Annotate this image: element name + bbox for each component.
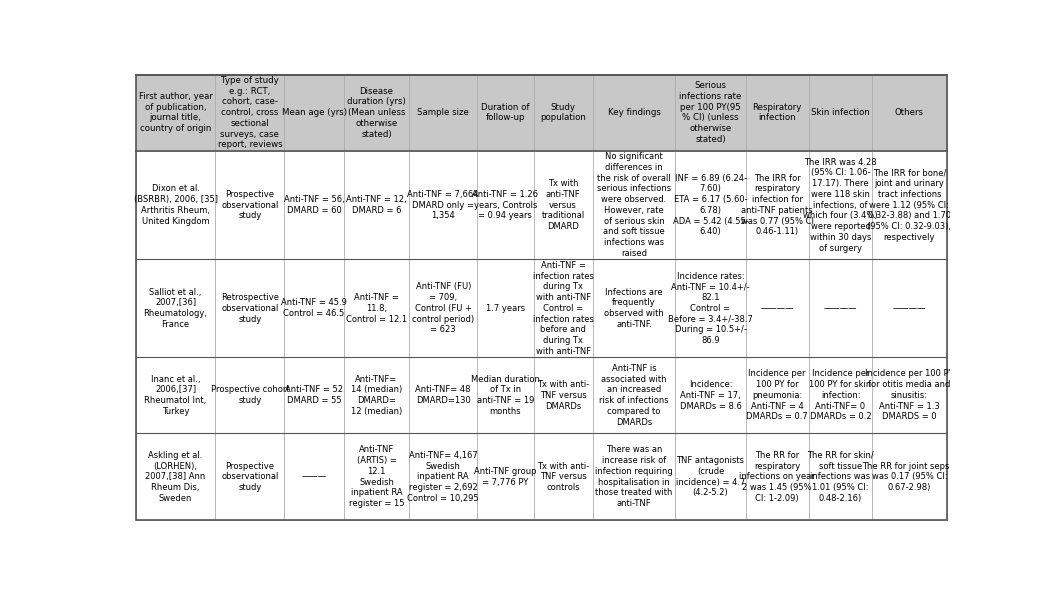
Bar [343, 75, 410, 151]
Text: Mean age (yrs): Mean age (yrs) [282, 108, 346, 117]
Bar [592, 259, 676, 358]
Bar [136, 75, 215, 151]
Bar [136, 259, 215, 358]
Text: The RR for
respiratory
infections on year
2 was 1.45 (95%
CI: 1-2.09): The RR for respiratory infections on yea… [739, 451, 815, 503]
Bar [592, 358, 676, 434]
Text: Median duration
of Tx in
anti-TNF = 19
months: Median duration of Tx in anti-TNF = 19 m… [471, 375, 540, 416]
Text: Anti-TNF= 4,167
Swedish
inpatient RA
register = 2,692
Control = 10,295: Anti-TNF= 4,167 Swedish inpatient RA reg… [408, 451, 479, 503]
Bar [284, 358, 343, 434]
Text: Anti-TNF=
14 (median)
DMARD=
12 (median): Anti-TNF= 14 (median) DMARD= 12 (median) [351, 375, 402, 416]
Text: Incidence per 100 PY
for otitis media and
sinusitis:
Anti-TNF = 1.3
DMARDS = 0: Incidence per 100 PY for otitis media an… [865, 369, 954, 421]
Text: There was an
increase risk of
infection requiring
hospitalisation in
those treat: There was an increase risk of infection … [596, 445, 673, 508]
Bar [136, 151, 215, 259]
Bar [136, 358, 215, 434]
Text: Tx with
anti-TNF
versus
traditional
DMARD: Tx with anti-TNF versus traditional DMAR… [542, 179, 585, 231]
Bar [809, 75, 872, 151]
Bar [215, 358, 284, 434]
Bar [533, 75, 592, 151]
Text: Incidence per
100 PY for skin
infection:
Anti-TNF= 0
DMARDs = 0.2: Incidence per 100 PY for skin infection:… [810, 369, 871, 421]
Bar [410, 75, 477, 151]
Bar [809, 358, 872, 434]
Text: Anti-TNF
(ARTIS) =
12.1
Swedish
inpatient RA
register = 15: Anti-TNF (ARTIS) = 12.1 Swedish inpatien… [348, 445, 404, 508]
Bar [477, 151, 533, 259]
Text: INF = 6.89 (6.24-
7.60)
ETA = 6.17 (5.60-
6.78)
ADA = 5.42 (4.55-
6.40): INF = 6.89 (6.24- 7.60) ETA = 6.17 (5.60… [673, 174, 749, 236]
Text: Respiratory
infection: Respiratory infection [753, 102, 802, 123]
Bar [136, 434, 215, 520]
Text: Prospective cohort
study: Prospective cohort study [210, 385, 289, 405]
Bar [533, 358, 592, 434]
Text: Sample size: Sample size [417, 108, 469, 117]
Text: Anti-TNF is
associated with
an increased
risk of infections
compared to
DMARDs: Anti-TNF is associated with an increased… [599, 364, 668, 426]
Text: Infections are
frequently
observed with
anti-TNF.: Infections are frequently observed with … [604, 287, 664, 329]
Bar [343, 434, 410, 520]
Text: Anti-TNF= 48
DMARD=130: Anti-TNF= 48 DMARD=130 [415, 385, 471, 405]
Text: Anti-TNF = 1.26
years, Controls
= 0.94 years: Anti-TNF = 1.26 years, Controls = 0.94 y… [472, 190, 539, 220]
Text: The RR for joint sepsis
was 0.17 (95% CI:
0.67-2.98): The RR for joint sepsis was 0.17 (95% CI… [863, 462, 957, 492]
Text: Tx with anti-
TNF versus
DMARDs: Tx with anti- TNF versus DMARDs [538, 380, 589, 411]
Text: Study
population: Study population [541, 102, 586, 123]
Text: Key findings: Key findings [607, 108, 660, 117]
Bar [284, 259, 343, 358]
Bar [676, 259, 746, 358]
Text: Anti-TNF group
= 7,776 PY: Anti-TNF group = 7,776 PY [474, 467, 536, 487]
Text: Retrospective
observational
study: Retrospective observational study [221, 293, 279, 323]
Bar [477, 358, 533, 434]
Bar [809, 259, 872, 358]
Bar [592, 75, 676, 151]
Bar [746, 151, 809, 259]
Bar [746, 259, 809, 358]
Bar [746, 75, 809, 151]
Text: Salliot et al.,
2007,[36]
Rheumatology,
France: Salliot et al., 2007,[36] Rheumatology, … [144, 287, 208, 329]
Bar [533, 151, 592, 259]
Text: Prospective
observational
study: Prospective observational study [221, 462, 279, 492]
Bar [215, 151, 284, 259]
Text: The IRR for
respiratory
infection for
anti-TNF patients
was 0.77 (95% CI
0.46-1.: The IRR for respiratory infection for an… [740, 174, 814, 236]
Bar [284, 434, 343, 520]
Bar [410, 434, 477, 520]
Text: Tx with anti-
TNF versus
controls: Tx with anti- TNF versus controls [538, 462, 589, 492]
Bar [872, 358, 946, 434]
Text: Incidence per
100 PY for
pneumonia:
Anti-TNF = 4
DMARDs = 0.7: Incidence per 100 PY for pneumonia: Anti… [747, 369, 808, 421]
Text: Incidence:
Anti-TNF = 17,
DMARDs = 8.6: Incidence: Anti-TNF = 17, DMARDs = 8.6 [680, 380, 741, 411]
Bar [533, 434, 592, 520]
Text: ————: ———— [892, 304, 926, 313]
Bar [592, 434, 676, 520]
Text: Anti-TNF = 45.9
Control = 46.5: Anti-TNF = 45.9 Control = 46.5 [281, 299, 347, 318]
Text: Disease
duration (yrs)
(Mean unless
otherwise
stated): Disease duration (yrs) (Mean unless othe… [347, 87, 406, 138]
Bar [410, 259, 477, 358]
Bar [284, 75, 343, 151]
Bar [872, 259, 946, 358]
Bar [676, 434, 746, 520]
Text: Anti-TNF =
infection rates
during Tx
with anti-TNF
Control =
infection rates
bef: Anti-TNF = infection rates during Tx wit… [532, 261, 593, 356]
Bar [809, 434, 872, 520]
Text: ————: ———— [824, 304, 857, 313]
Text: TNF antagonists
(crude
incidence) = 4.7
(4.2-5.2): TNF antagonists (crude incidence) = 4.7 … [676, 456, 746, 498]
Text: Anti-TNF = 12,
DMARD = 6: Anti-TNF = 12, DMARD = 6 [346, 195, 407, 215]
Bar [872, 151, 946, 259]
Bar [676, 358, 746, 434]
Bar [676, 151, 746, 259]
Text: Prospective
observational
study: Prospective observational study [221, 190, 279, 220]
Bar [215, 75, 284, 151]
Text: The RR for skin/
soft tissue
infections was
1.01 (95% CI:
0.48-2.16): The RR for skin/ soft tissue infections … [807, 451, 874, 503]
Text: The IRR was 4.28
(95% CI: 1.06-
17.17). There
were 118 skin
infections, of
which: The IRR was 4.28 (95% CI: 1.06- 17.17). … [804, 157, 878, 253]
Text: Incidence rates:
Anti-TNF = 10.4+/-
82.1
Control =
Before = 3.4+/-38.7
During = : Incidence rates: Anti-TNF = 10.4+/- 82.1… [668, 272, 753, 345]
Bar [809, 151, 872, 259]
Bar [746, 358, 809, 434]
Bar [343, 151, 410, 259]
Bar [676, 75, 746, 151]
Bar [343, 259, 410, 358]
Text: Type of study
e.g.: RCT,
cohort, case-
control, cross
sectional
surveys, case
re: Type of study e.g.: RCT, cohort, case- c… [218, 76, 282, 150]
Text: Askling et al.
(LORHEN),
2007,[38] Ann
Rheum Dis,
Sweden: Askling et al. (LORHEN), 2007,[38] Ann R… [146, 451, 206, 503]
Bar [477, 259, 533, 358]
Bar [284, 151, 343, 259]
Bar [592, 151, 676, 259]
Text: Anti-TNF = 7,664
DMARD only =
1,354: Anti-TNF = 7,664 DMARD only = 1,354 [408, 190, 479, 220]
Text: Anti-TNF = 56,
DMARD = 60: Anti-TNF = 56, DMARD = 60 [284, 195, 344, 215]
Bar [746, 434, 809, 520]
Bar [872, 75, 946, 151]
Text: ———: ——— [301, 472, 326, 481]
Text: Skin infection: Skin infection [811, 108, 870, 117]
Bar [410, 151, 477, 259]
Text: Anti-TNF = 52
DMARD = 55: Anti-TNF = 52 DMARD = 55 [285, 385, 343, 405]
